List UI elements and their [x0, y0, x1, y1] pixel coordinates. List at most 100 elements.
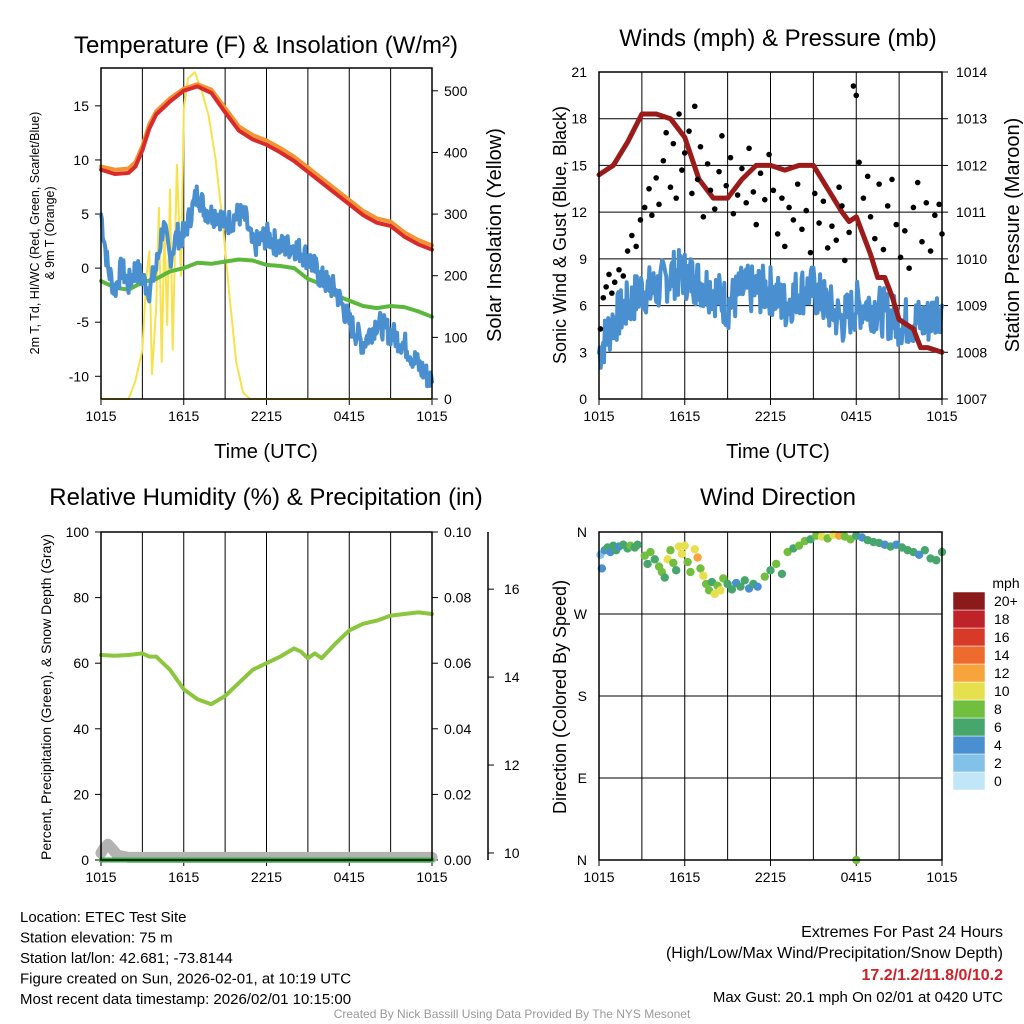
x-tick-label: 1615 [168, 408, 199, 424]
wind-direction-point [777, 569, 787, 579]
gust-point [646, 185, 652, 192]
gust-point [829, 223, 835, 229]
gust-point [637, 217, 644, 223]
x-tick-label: 1015 [85, 408, 116, 424]
gust-point [914, 179, 921, 186]
y-right-tick-label: 0.10 [444, 524, 471, 540]
gust-point [716, 168, 722, 175]
wind-direction-point [643, 559, 652, 569]
y-tick-label: 6 [579, 298, 587, 314]
gust-point [864, 173, 871, 180]
colorbar-swatch [952, 753, 986, 773]
gust-point [812, 190, 818, 197]
y-right-tick-label: 0.02 [444, 786, 471, 802]
plot-frame [100, 531, 433, 861]
gust-point [927, 248, 934, 254]
gust-point [734, 192, 741, 198]
y-right-tick-label: 0.04 [444, 721, 471, 737]
gust-point [779, 195, 785, 201]
gust-point [932, 212, 938, 219]
y-tick-label: 40 [73, 721, 89, 737]
y-tick-label: W [574, 606, 588, 622]
gust-point [606, 271, 612, 278]
x-tick-label: 1615 [669, 408, 700, 424]
snow-tick-label: 12 [504, 757, 520, 773]
y-right-tick-label: 1008 [956, 344, 987, 360]
gust-point [842, 257, 848, 264]
hi-wc-line [99, 184, 434, 389]
gust-point [872, 235, 878, 242]
gust-point [663, 129, 669, 136]
colorbar-title: mph [992, 575, 1019, 591]
y-right-tick-label: 1014 [956, 64, 987, 80]
x-tick-label: 1015 [85, 869, 116, 885]
y-tick-label: 18 [571, 111, 587, 127]
y-right-tick-label: 0.00 [444, 852, 471, 868]
gust-point [730, 210, 737, 217]
x-tick-label: 0415 [334, 408, 365, 424]
gust-point [727, 154, 734, 161]
y-right-tick-label: 1011 [956, 204, 986, 220]
gust-point [824, 245, 831, 251]
y-right-tick-label: 0 [444, 391, 452, 407]
y-tick-label: 60 [73, 655, 89, 671]
colorbar-swatch [952, 609, 986, 629]
y-axis-title-line1: 2m T, Td, HI/WC (Red, Green, Scarlet/Blu… [28, 112, 42, 355]
gust-point [611, 279, 618, 286]
y-tick-label: 15 [73, 98, 89, 114]
gust-point [711, 206, 718, 212]
gust-point [820, 198, 827, 205]
gust-point [770, 187, 777, 194]
gust-point [676, 111, 682, 117]
wind-direction-point [794, 541, 804, 550]
gust-point [707, 187, 714, 194]
x-tick-label: 0415 [841, 869, 872, 885]
y-right-tick-label: 300 [444, 206, 468, 222]
snow-tick-label: 16 [504, 581, 520, 597]
gust-point [633, 243, 639, 250]
y-right-axis-title: Station Pressure (Maroon) [1002, 118, 1024, 353]
y-tick-label: S [578, 688, 587, 704]
gust-point [750, 189, 757, 195]
gust-point [704, 161, 711, 167]
gust-point [790, 217, 797, 223]
x-tick-label: 1015 [926, 869, 957, 885]
x-tick-label: 1015 [416, 408, 447, 424]
snow-tick-label: 14 [504, 669, 520, 685]
gust-point [799, 226, 805, 233]
gust-point [906, 265, 912, 272]
wind-direction-point [932, 556, 941, 565]
gust-point [850, 83, 857, 89]
gust-point [893, 221, 900, 228]
x-axis-title: Time (UTC) [214, 441, 318, 463]
extremes-subtitle: (High/Low/Max Wind/Precipitation/Snow De… [666, 945, 1003, 962]
y-tick-label: 0 [81, 852, 89, 868]
gust-point [786, 204, 792, 211]
station-info-line: Station lat/lon: 42.681; -73.8144 [20, 950, 233, 967]
gust-point [839, 203, 845, 209]
gust-point [761, 196, 768, 203]
gust-point [846, 229, 852, 236]
plot-frame [598, 531, 943, 861]
x-tick-label: 2215 [251, 408, 282, 424]
gust-point [753, 221, 760, 228]
gust-point [807, 249, 814, 256]
gust-point [670, 140, 677, 147]
gust-point [667, 184, 674, 191]
wind-direction-point [760, 572, 769, 581]
gust-point [681, 150, 688, 156]
y-tick-label: N [577, 852, 587, 868]
pressure-line [596, 111, 945, 355]
y-tick-label: -5 [77, 314, 90, 330]
panel-2: Winds (mph) & Pressure (mb) 1015 1615 2215 0… [550, 25, 1024, 463]
snow-tick-label: 10 [504, 845, 520, 861]
max-gust: Max Gust: 20.1 mph On 02/01 at 0420 UTC [713, 989, 1003, 1006]
station-info-line: Station elevation: 75 m [20, 930, 173, 947]
x-tick-label: 1015 [416, 869, 447, 885]
extremes-values: 17.2/1.2/11.8/0/10.2 [862, 967, 1004, 984]
gust-point [649, 212, 655, 219]
wind-direction-point [766, 566, 775, 575]
gust-point [694, 176, 701, 183]
wind-direction-point [699, 571, 708, 580]
